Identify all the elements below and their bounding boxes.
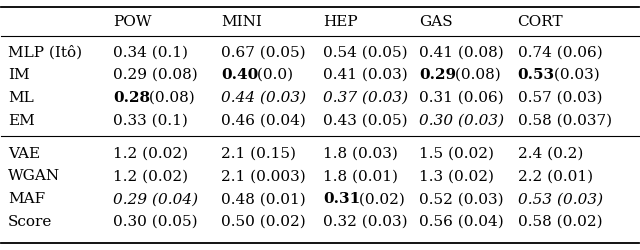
Text: 0.57 (0.03): 0.57 (0.03) [518, 90, 602, 104]
Text: Score: Score [8, 214, 52, 228]
Text: POW: POW [113, 16, 152, 29]
Text: 0.30 (0.03): 0.30 (0.03) [419, 113, 504, 127]
Text: 0.33 (0.1): 0.33 (0.1) [113, 113, 188, 127]
Text: 0.29 (0.08): 0.29 (0.08) [113, 68, 198, 82]
Text: MAF: MAF [8, 192, 45, 205]
Text: 1.2 (0.02): 1.2 (0.02) [113, 169, 188, 183]
Text: (0.08): (0.08) [450, 68, 500, 82]
Text: CORT: CORT [518, 16, 563, 29]
Text: 0.37 (0.03): 0.37 (0.03) [323, 90, 408, 104]
Text: 0.54 (0.05): 0.54 (0.05) [323, 45, 408, 59]
Text: 0.29: 0.29 [419, 68, 456, 82]
Text: (0.02): (0.02) [355, 192, 405, 205]
Text: 0.58 (0.02): 0.58 (0.02) [518, 214, 602, 228]
Text: (0.0): (0.0) [252, 68, 294, 82]
Text: 0.31 (0.06): 0.31 (0.06) [419, 90, 504, 104]
Text: 0.58 (0.037): 0.58 (0.037) [518, 113, 612, 127]
Text: 2.1 (0.15): 2.1 (0.15) [221, 146, 296, 160]
Text: 0.34 (0.1): 0.34 (0.1) [113, 45, 188, 59]
Text: 0.46 (0.04): 0.46 (0.04) [221, 113, 306, 127]
Text: ML: ML [8, 90, 33, 104]
Text: 0.52 (0.03): 0.52 (0.03) [419, 192, 504, 205]
Text: 2.4 (0.2): 2.4 (0.2) [518, 146, 583, 160]
Text: 0.74 (0.06): 0.74 (0.06) [518, 45, 602, 59]
Text: 0.67 (0.05): 0.67 (0.05) [221, 45, 306, 59]
Text: 0.40: 0.40 [221, 68, 259, 82]
Text: GAS: GAS [419, 16, 452, 29]
Text: 0.53 (0.03): 0.53 (0.03) [518, 192, 603, 205]
Text: 2.2 (0.01): 2.2 (0.01) [518, 169, 593, 183]
Text: 2.1 (0.003): 2.1 (0.003) [221, 169, 306, 183]
Text: 0.28: 0.28 [113, 90, 150, 104]
Text: 0.32 (0.03): 0.32 (0.03) [323, 214, 408, 228]
Text: HEP: HEP [323, 16, 358, 29]
Text: 0.43 (0.05): 0.43 (0.05) [323, 113, 408, 127]
Text: 1.8 (0.03): 1.8 (0.03) [323, 146, 398, 160]
Text: 0.41 (0.03): 0.41 (0.03) [323, 68, 408, 82]
Text: MINI: MINI [221, 16, 262, 29]
Text: EM: EM [8, 113, 35, 127]
Text: 1.3 (0.02): 1.3 (0.02) [419, 169, 494, 183]
Text: IM: IM [8, 68, 29, 82]
Text: 0.50 (0.02): 0.50 (0.02) [221, 214, 306, 228]
Text: (0.03): (0.03) [548, 68, 600, 82]
Text: 1.2 (0.02): 1.2 (0.02) [113, 146, 188, 160]
Text: 0.41 (0.08): 0.41 (0.08) [419, 45, 504, 59]
Text: 0.48 (0.01): 0.48 (0.01) [221, 192, 306, 205]
Text: MLP (Itô): MLP (Itô) [8, 45, 82, 59]
Text: (0.08): (0.08) [144, 90, 195, 104]
Text: 0.31: 0.31 [323, 192, 360, 205]
Text: 1.5 (0.02): 1.5 (0.02) [419, 146, 494, 160]
Text: WGAN: WGAN [8, 169, 60, 183]
Text: 0.53: 0.53 [518, 68, 555, 82]
Text: 0.56 (0.04): 0.56 (0.04) [419, 214, 504, 228]
Text: 0.30 (0.05): 0.30 (0.05) [113, 214, 198, 228]
Text: 0.44 (0.03): 0.44 (0.03) [221, 90, 307, 104]
Text: 1.8 (0.01): 1.8 (0.01) [323, 169, 398, 183]
Text: VAE: VAE [8, 146, 40, 160]
Text: 0.29 (0.04): 0.29 (0.04) [113, 192, 198, 205]
